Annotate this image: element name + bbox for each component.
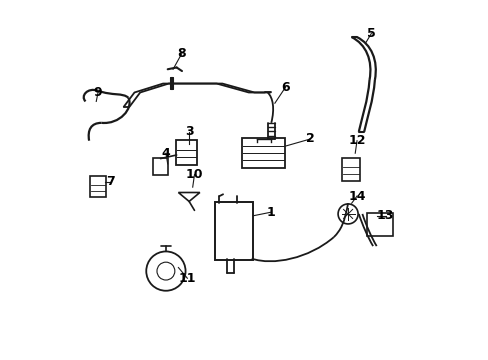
Circle shape	[337, 204, 357, 224]
Polygon shape	[178, 193, 200, 202]
Text: 1: 1	[266, 206, 275, 219]
Text: 7: 7	[106, 175, 115, 188]
Text: 3: 3	[184, 125, 193, 138]
Text: 9: 9	[94, 86, 102, 99]
FancyBboxPatch shape	[152, 158, 168, 175]
Text: 14: 14	[347, 190, 365, 203]
Text: 6: 6	[281, 81, 289, 94]
Text: 12: 12	[347, 134, 365, 147]
FancyBboxPatch shape	[366, 213, 393, 236]
Text: 11: 11	[178, 272, 196, 285]
FancyBboxPatch shape	[176, 140, 197, 165]
Circle shape	[146, 251, 185, 291]
Text: 2: 2	[305, 132, 314, 145]
FancyBboxPatch shape	[214, 202, 252, 260]
FancyBboxPatch shape	[90, 176, 106, 197]
FancyBboxPatch shape	[242, 138, 284, 168]
Text: 10: 10	[185, 168, 203, 181]
Text: 13: 13	[376, 209, 393, 222]
Text: 5: 5	[366, 27, 375, 40]
FancyBboxPatch shape	[341, 158, 359, 181]
Text: 8: 8	[177, 47, 186, 60]
Text: 4: 4	[161, 147, 170, 160]
Circle shape	[157, 262, 175, 280]
